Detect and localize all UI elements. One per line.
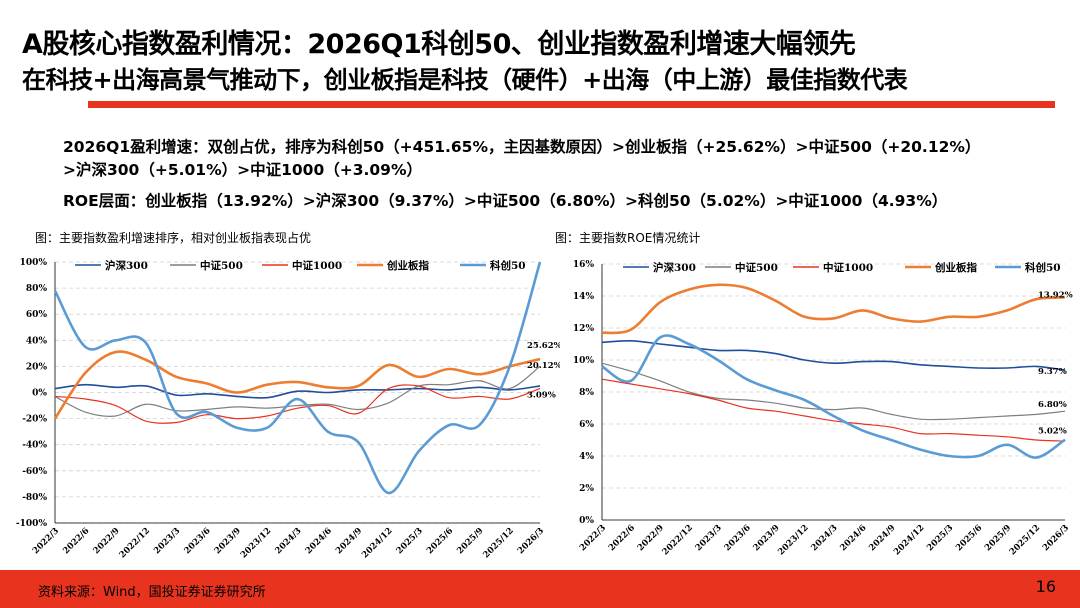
source-note: 资料来源：Wind，国投证券证券研究所	[38, 585, 266, 600]
x-tick-label: 2024/3	[809, 523, 839, 553]
x-tick-label: 2025/6	[425, 526, 455, 556]
legend-label: 科创50	[490, 259, 526, 272]
summary-line-3: ROE层面：创业板指（13.92%）>沪深300（9.37%）>中证500（6.…	[63, 192, 948, 210]
legend-label: 创业板指	[386, 259, 429, 272]
x-tick-label: 2025/6	[954, 523, 984, 553]
x-tick-label: 2022/6	[61, 526, 91, 556]
y-tick-label: 40%	[26, 336, 48, 346]
x-tick-label: 2022/9	[92, 526, 122, 556]
series-line-创业板指	[53, 350, 541, 420]
chart-caption-left: 图：主要指数盈利增速排序，相对创业板指表现占优	[35, 231, 312, 245]
data-label: 9.37%	[1038, 367, 1067, 377]
y-tick-label: 12%	[573, 324, 595, 334]
legend-label: 中证1000	[292, 259, 342, 272]
y-tick-label: 10%	[573, 356, 595, 366]
x-tick-label: 2022/3	[31, 526, 61, 556]
page-subtitle: 在科技+出海高景气推动下，创业板指是科技（硬件）+出海（中上游）最佳指数代表	[22, 66, 908, 94]
legend-label: 中证1000	[823, 261, 873, 274]
y-tick-label: 2%	[579, 484, 594, 494]
series-line-科创50	[601, 334, 1066, 459]
summary-line-2: >沪深300（+5.01%）>中证1000（+3.09%）	[63, 161, 422, 179]
x-tick-label: 2025/3	[925, 523, 955, 553]
page-title: A股核心指数盈利情况：2026Q1科创50、创业指数盈利增速大幅领先	[22, 29, 856, 60]
y-tick-label: 6%	[579, 420, 594, 430]
y-tick-label: -20%	[22, 415, 47, 425]
roe-chart: 16%14%12%10%8%6%4%2%0%2022/32022/62022/9…	[573, 260, 1073, 557]
x-tick-label: 2022/6	[607, 523, 637, 553]
x-tick-label: 2023/6	[182, 526, 212, 556]
summary-text: 2026Q1盈利增速：双创占优，排序为科创50（+451.65%，主因基数原因）…	[63, 136, 1053, 213]
x-tick-label: 2024/12	[892, 523, 926, 557]
y-tick-label: -100%	[16, 519, 48, 529]
series-line-中证1000	[601, 378, 1066, 442]
series-line-中证500	[601, 362, 1066, 421]
title-underline	[88, 101, 1055, 108]
series-line-沪深300	[601, 339, 1066, 371]
x-tick-label: 2025/9	[455, 526, 485, 556]
x-tick-label: 2023/12	[239, 526, 273, 560]
data-label: 6.80%	[1038, 400, 1067, 410]
x-tick-label: 2023/12	[776, 523, 810, 557]
y-tick-label: 100%	[20, 258, 48, 268]
y-tick-label: 8%	[579, 388, 594, 398]
series-line-中证500	[54, 365, 541, 417]
x-tick-label: 2026/3	[1041, 523, 1071, 553]
data-label: 5.02%	[1038, 427, 1067, 437]
series-line-沪深300	[54, 383, 541, 399]
legend-label: 沪深300	[653, 261, 696, 274]
x-tick-label: 2022/3	[578, 523, 608, 553]
x-tick-label: 2023/3	[152, 526, 182, 556]
x-tick-label: 2023/3	[694, 523, 724, 553]
data-label: 3.09%	[527, 390, 556, 400]
y-tick-label: 14%	[573, 292, 595, 302]
data-label: 20.12%	[527, 361, 560, 371]
x-tick-label: 2025/3	[395, 526, 425, 556]
y-tick-label: -80%	[22, 493, 47, 503]
x-tick-label: 2022/12	[661, 523, 695, 557]
y-tick-label: 80%	[26, 284, 48, 294]
series-line-中证1000	[54, 384, 541, 424]
data-label: 25.62%	[527, 341, 560, 351]
legend-label: 中证500	[735, 261, 778, 274]
legend-label: 科创50	[1025, 261, 1061, 274]
y-tick-label: 16%	[573, 260, 595, 270]
profit-growth-chart: 100%80%60%40%20%0%-20%-40%-60%-80%-100%2…	[16, 258, 560, 560]
x-tick-label: 2022/12	[118, 526, 152, 560]
y-tick-label: -60%	[22, 467, 47, 477]
x-tick-label: 2024/9	[334, 526, 364, 556]
y-tick-label: 0%	[579, 516, 594, 526]
x-tick-label: 2023/9	[213, 526, 243, 556]
y-tick-label: 0%	[32, 389, 47, 399]
series-line-科创50	[53, 261, 542, 495]
data-label: 13.92%	[1038, 290, 1073, 300]
x-tick-label: 2024/6	[838, 523, 868, 553]
x-tick-label: 2024/3	[273, 526, 303, 556]
footer-bar	[0, 570, 1080, 608]
series-line-创业板指	[601, 283, 1066, 335]
legend-label: 创业板指	[934, 261, 977, 274]
page-number: 16	[1035, 577, 1056, 596]
x-tick-label: 2023/6	[723, 523, 753, 553]
y-tick-label: -40%	[22, 441, 47, 451]
x-tick-label: 2024/12	[360, 526, 394, 560]
x-tick-label: 2026/3	[516, 526, 546, 556]
y-tick-label: 4%	[579, 452, 594, 462]
legend-label: 中证500	[200, 259, 243, 272]
chart-caption-right: 图：主要指数ROE情况统计	[555, 231, 701, 245]
legend-label: 沪深300	[105, 259, 148, 272]
y-tick-label: 60%	[26, 310, 48, 320]
summary-line-1: 2026Q1盈利增速：双创占优，排序为科创50（+451.65%，主因基数原因）…	[63, 138, 981, 156]
x-tick-label: 2024/6	[304, 526, 334, 556]
x-tick-label: 2025/12	[1008, 523, 1042, 557]
y-tick-label: 20%	[26, 362, 48, 372]
x-tick-label: 2025/12	[481, 526, 515, 560]
